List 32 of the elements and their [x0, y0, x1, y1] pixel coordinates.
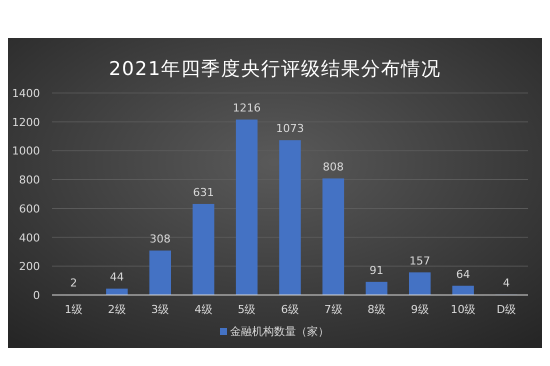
x-tick-label: 4级: [194, 303, 212, 316]
y-tick-label: 1400: [12, 87, 40, 100]
x-tick-label: 6级: [281, 303, 299, 316]
x-tick-label: 5级: [238, 303, 256, 316]
x-tick-label: 8级: [368, 303, 386, 316]
x-tick-label: D级: [496, 303, 516, 316]
legend-label: 金融机构数量（家）: [230, 325, 329, 338]
y-tick-label: 600: [19, 202, 40, 216]
y-tick-label: 1200: [12, 116, 40, 129]
data-label: 631: [192, 186, 214, 199]
data-label: 44: [110, 270, 124, 284]
data-label: 1216: [232, 102, 261, 115]
data-label: 64: [456, 268, 470, 281]
data-label: 2: [70, 276, 78, 290]
x-tick-label: 1级: [64, 303, 83, 316]
data-label: 1073: [276, 122, 304, 136]
chart-title: 2021年四季度央行评级结果分布情况: [108, 58, 442, 80]
data-label: 808: [322, 160, 344, 174]
x-tick-label: 7级: [324, 303, 342, 316]
y-tick-label: 1000: [12, 144, 40, 158]
x-tick-label: 3级: [151, 303, 170, 316]
y-tick-label: 800: [19, 174, 40, 187]
y-tick-label: 200: [19, 260, 40, 274]
y-tick-label: 400: [19, 231, 40, 244]
x-tick-label: 2级: [108, 303, 126, 316]
x-tick-label: 10级: [450, 303, 476, 316]
x-tick-label: 9级: [410, 303, 429, 316]
data-label: 308: [150, 232, 171, 246]
y-tick-label: 0: [33, 289, 40, 302]
data-label: 157: [409, 254, 430, 268]
data-label: 91: [370, 264, 384, 277]
data-label: 4: [502, 276, 510, 290]
